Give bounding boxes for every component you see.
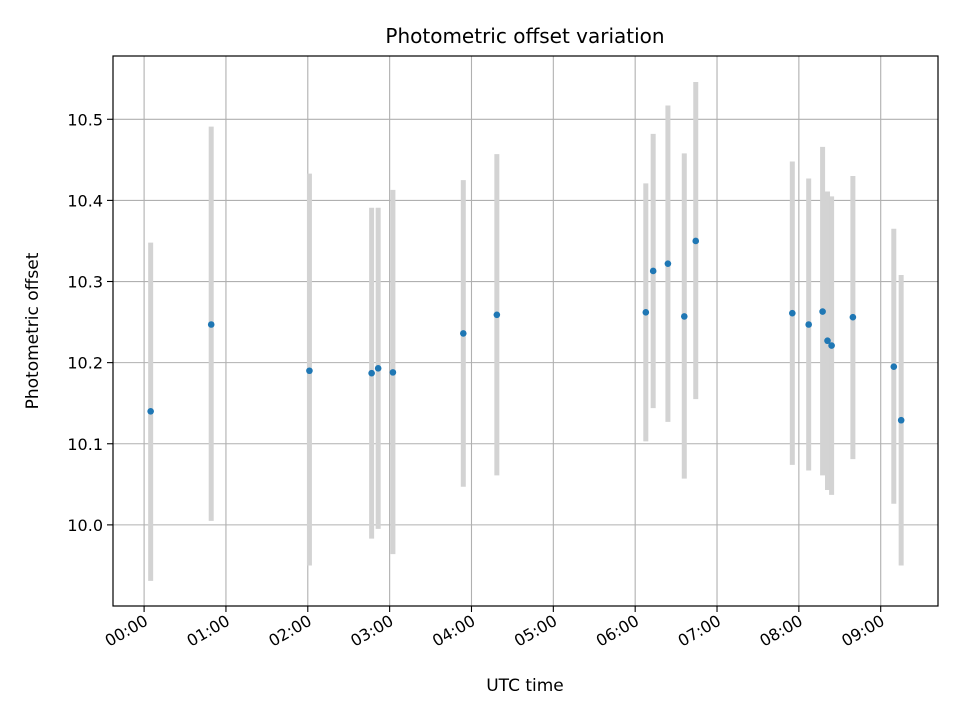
y-tick-label: 10.0 — [67, 516, 103, 535]
data-points — [147, 237, 905, 424]
data-point — [680, 313, 688, 320]
data-point — [459, 330, 467, 337]
data-point — [828, 342, 835, 349]
data-point — [374, 365, 382, 372]
data-point — [664, 260, 672, 267]
data-point — [692, 237, 700, 245]
data-point — [789, 309, 796, 317]
data-point — [389, 369, 397, 376]
y-tick-label: 10.2 — [67, 354, 103, 373]
y-axis-title: Photometric offset — [23, 252, 43, 409]
data-point — [819, 308, 826, 315]
grid-lines — [113, 56, 938, 606]
x-axis-title: UTC time — [486, 676, 564, 696]
data-point — [306, 367, 313, 375]
y-tick-label: 10.1 — [67, 435, 103, 454]
plot-area-frame — [112, 55, 939, 607]
data-point — [368, 369, 375, 377]
y-tick-label: 10.5 — [67, 110, 103, 129]
y-tick-label: 10.3 — [67, 273, 103, 292]
y-axis-ticks: 10.0 10.1 10.2 10.3 10.4 10.5 — [67, 110, 113, 535]
data-point — [649, 267, 657, 275]
data-point — [849, 313, 857, 321]
y-tick-label: 10.4 — [67, 191, 103, 210]
data-point — [642, 309, 650, 316]
chart-title: Photometric offset variation — [385, 24, 664, 48]
data-point — [207, 321, 215, 328]
data-point — [897, 416, 905, 424]
data-point — [805, 321, 812, 328]
data-point — [824, 337, 831, 345]
data-point — [493, 311, 501, 319]
data-point — [147, 408, 154, 415]
data-point — [890, 363, 898, 370]
